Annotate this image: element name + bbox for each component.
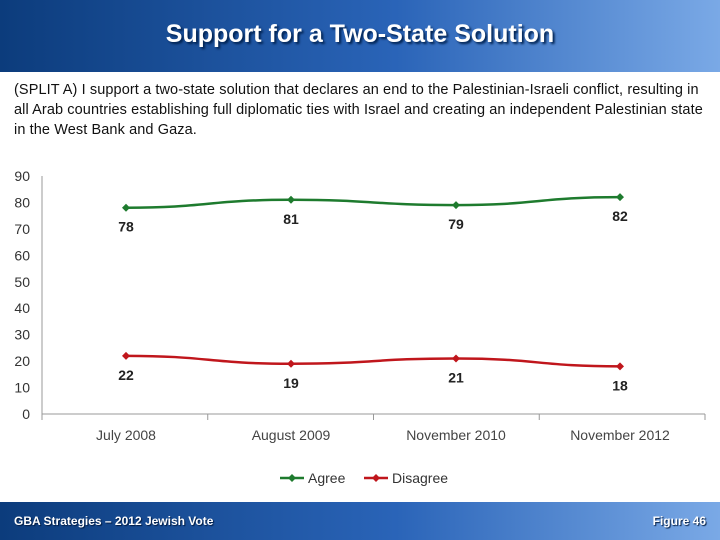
line-chart: 0 10 20 30 40 50 60 70 80 90 July 2008 August 2009 N… <box>14 168 706 486</box>
data-point-agree <box>452 201 460 210</box>
x-tick-label: November 2012 <box>570 427 670 443</box>
footer-source: GBA Strategies – 2012 Jewish Vote <box>14 514 214 528</box>
x-tick-label: August 2009 <box>252 427 331 443</box>
data-label: 22 <box>118 367 134 383</box>
x-tick-label: November 2010 <box>406 427 506 443</box>
y-tick-label: 50 <box>14 274 30 290</box>
x-tick-label: July 2008 <box>96 427 156 443</box>
legend-label-disagree: Disagree <box>392 470 448 486</box>
footer-bar: GBA Strategies – 2012 Jewish Vote Figure… <box>0 502 720 540</box>
page-title: Support for a Two-State Solution <box>165 20 555 48</box>
legend-marker-agree <box>288 474 296 482</box>
data-point-agree <box>616 193 624 202</box>
y-tick-label: 0 <box>22 406 30 422</box>
y-tick-label: 30 <box>14 327 30 343</box>
y-tick-label: 10 <box>14 380 30 396</box>
data-label: 21 <box>448 369 464 385</box>
y-tick-label: 40 <box>14 300 30 316</box>
question-text: (SPLIT A) I support a two-state solution… <box>14 82 703 138</box>
data-point-agree <box>122 203 130 212</box>
data-label: 19 <box>283 375 299 391</box>
figure-number: Figure 46 <box>652 514 706 528</box>
y-tick-label: 90 <box>14 168 30 184</box>
series-line-agree <box>125 195 621 209</box>
data-point-agree <box>287 195 295 204</box>
y-tick-label: 20 <box>14 353 30 369</box>
data-point-disagree <box>287 359 295 368</box>
data-label: 79 <box>448 216 464 232</box>
y-tick-label: 70 <box>14 221 30 237</box>
data-point-disagree <box>616 362 624 371</box>
data-label: 18 <box>612 377 628 393</box>
data-label: 82 <box>612 208 628 224</box>
data-point-disagree <box>122 351 130 360</box>
y-tick-label: 60 <box>14 247 30 263</box>
legend-marker-disagree <box>372 474 380 482</box>
header-bar: Support for a Two-State Solution <box>0 0 720 72</box>
data-label: 78 <box>118 219 134 235</box>
data-label: 81 <box>283 211 299 227</box>
legend-label-agree: Agree <box>308 470 346 486</box>
data-point-disagree <box>452 354 460 363</box>
series-line-disagree <box>125 354 621 368</box>
y-tick-label: 80 <box>14 194 30 210</box>
